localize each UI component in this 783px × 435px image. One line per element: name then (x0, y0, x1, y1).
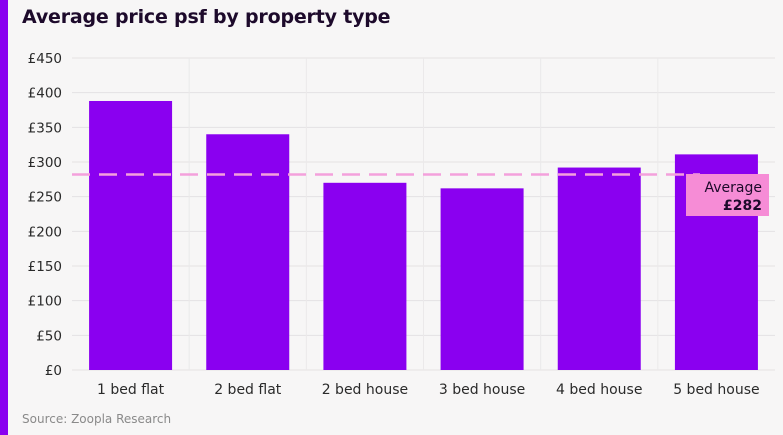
y-axis-ticks: £0 £50 £100 £150 £200 £250 £300 £350 £400 £450 (28, 51, 62, 379)
bar (557, 167, 641, 370)
x-tick-label: 2 bed flat (214, 382, 282, 398)
x-tick-label: 5 bed house (673, 382, 759, 398)
bar-chart: £0 £50 £100 £150 £200 £250 £300 £350 £400 £450 1 … (28, 51, 775, 398)
y-tick-label: £100 (28, 294, 62, 310)
x-tick-label: 1 bed flat (97, 382, 165, 398)
bar (440, 188, 524, 370)
average-label-box (686, 174, 769, 216)
y-tick-label: £0 (45, 363, 62, 379)
y-tick-label: £50 (36, 328, 62, 344)
x-tick-label: 2 bed house (322, 382, 408, 398)
y-tick-label: £300 (28, 155, 62, 171)
y-tick-label: £200 (28, 224, 62, 240)
bar (89, 100, 173, 370)
y-tick-label: £400 (28, 86, 62, 102)
source-note: Source: Zoopla Research (22, 412, 172, 426)
x-tick-label: 3 bed house (439, 382, 525, 398)
y-tick-label: £150 (28, 259, 62, 275)
y-tick-label: £250 (28, 190, 62, 206)
y-tick-label: £350 (28, 120, 62, 136)
x-tick-label: 4 bed house (556, 382, 642, 398)
bar (206, 134, 290, 370)
chart-title: Average price psf by property type (22, 6, 391, 28)
accent-bar (0, 0, 8, 435)
x-axis-labels: 1 bed flat 2 bed flat 2 bed house 3 bed hou… (97, 382, 760, 398)
average-line-group: Average £282 (72, 173, 769, 216)
y-tick-label: £450 (28, 51, 62, 67)
bars (89, 100, 758, 370)
average-label: Average (705, 180, 763, 196)
average-value: £282 (723, 198, 762, 214)
bar (323, 182, 407, 370)
grid-lines (72, 57, 775, 371)
